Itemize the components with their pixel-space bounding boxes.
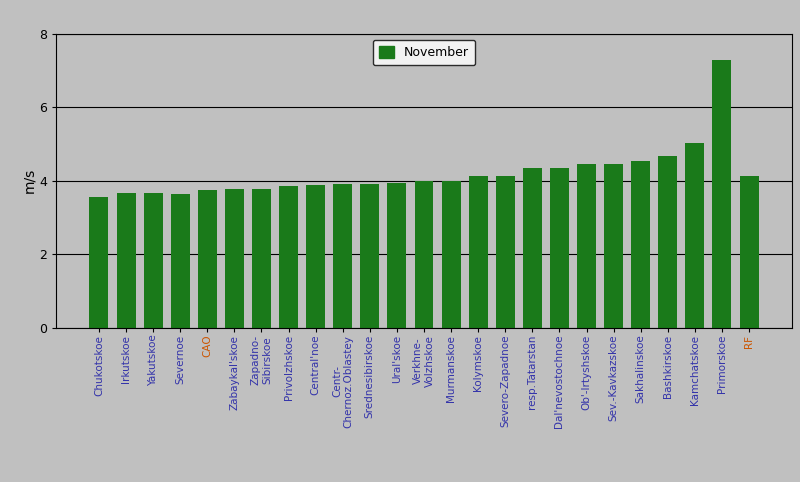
Bar [90, 197, 109, 328]
Bar [739, 176, 758, 328]
Bar [387, 183, 406, 328]
Bar [252, 189, 271, 328]
Bar [279, 186, 298, 328]
Bar [523, 168, 542, 328]
Bar [469, 176, 488, 328]
Bar [225, 189, 244, 328]
Bar [658, 156, 678, 328]
Bar [117, 193, 135, 328]
Bar [334, 185, 352, 328]
Bar [360, 184, 379, 328]
Bar [604, 164, 623, 328]
Bar [144, 193, 162, 328]
Bar [550, 168, 569, 328]
Bar [306, 185, 325, 328]
Bar [170, 194, 190, 328]
Legend: November: November [373, 40, 475, 66]
Bar [631, 161, 650, 328]
Bar [414, 182, 434, 328]
Bar [442, 182, 461, 328]
Bar [198, 190, 217, 328]
Bar [577, 164, 596, 328]
Bar [713, 60, 731, 328]
Bar [496, 176, 514, 328]
Y-axis label: m/s: m/s [22, 168, 36, 193]
Bar [686, 143, 704, 328]
